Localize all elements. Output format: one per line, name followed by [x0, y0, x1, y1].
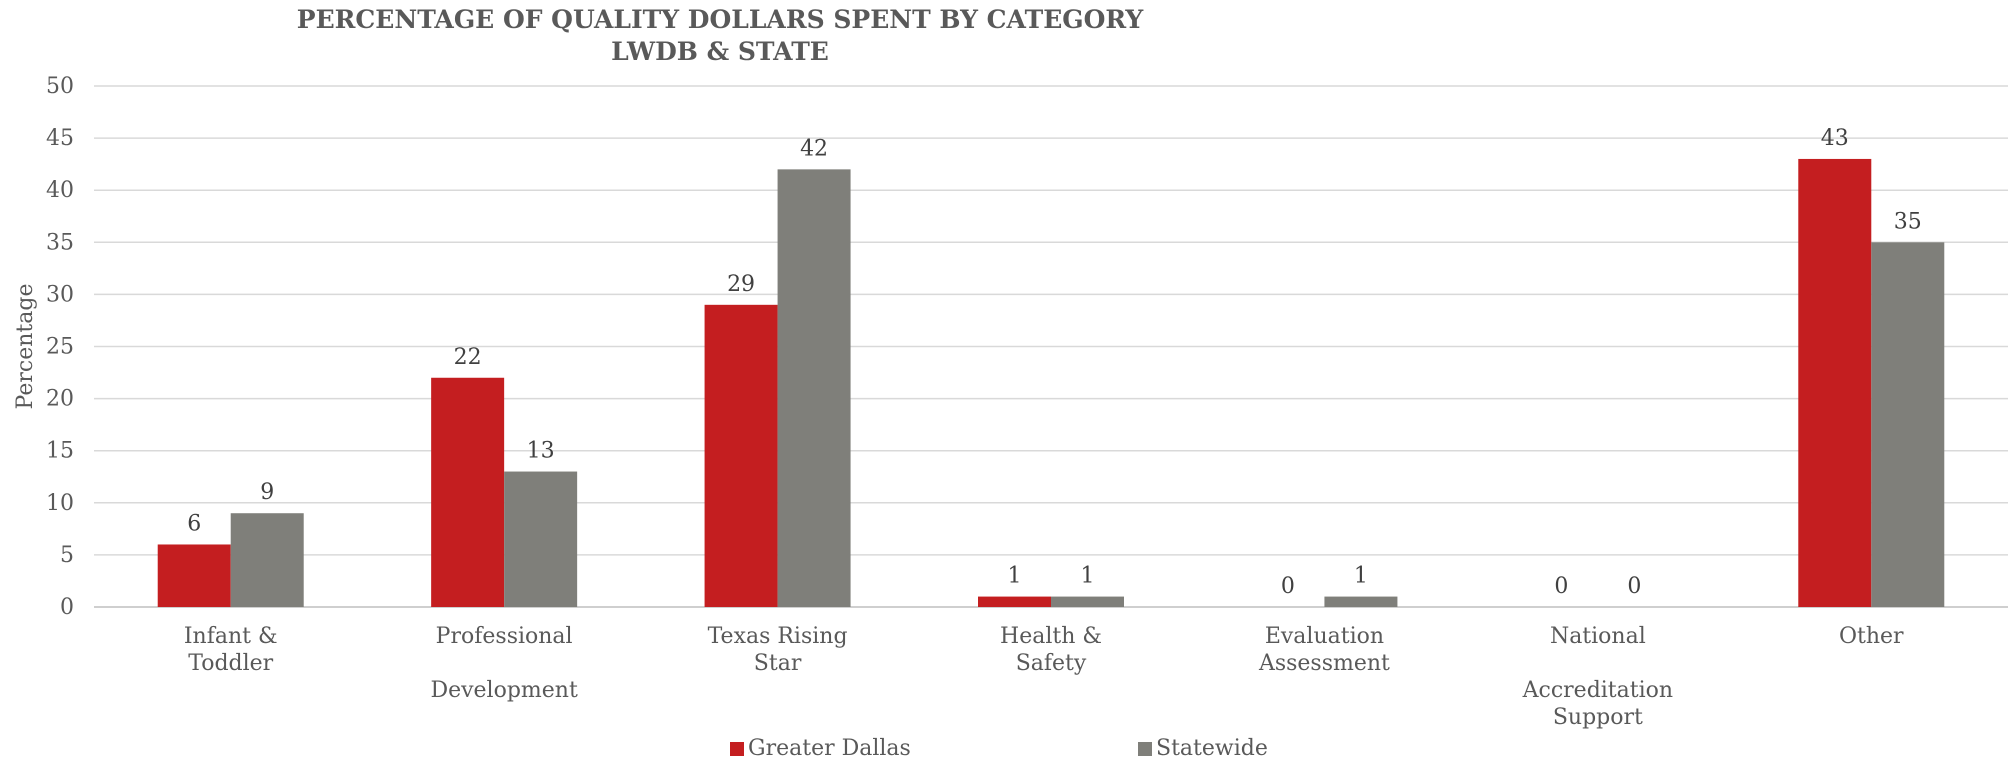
bar	[1871, 242, 1945, 608]
x-tick-label: Star	[754, 651, 802, 676]
x-tick-label: Toddler	[188, 651, 273, 676]
legend-swatch-statewide	[1138, 741, 1152, 756]
legend-label-statewide: Statewide	[1156, 736, 1268, 761]
x-tick-label: National	[1550, 624, 1646, 649]
legend-label-greater-dallas: Greater Dallas	[748, 736, 911, 761]
bar	[504, 471, 578, 607]
chart-title: PERCENTAGE OF QUALITY DOLLARS SPENT BY C…	[220, 4, 1220, 68]
data-label: 1	[1008, 564, 1022, 589]
data-label: 1	[1354, 564, 1368, 589]
data-label: 43	[1821, 126, 1849, 151]
y-tick-label: 5	[60, 543, 74, 568]
chart-legend: Greater Dallas Statewide	[0, 736, 2008, 766]
data-label: 22	[454, 345, 482, 370]
y-tick-label: 50	[46, 74, 74, 99]
y-tick-label: 30	[46, 282, 74, 307]
y-tick-label: 10	[46, 491, 74, 516]
x-tick-label: Texas Rising	[708, 624, 848, 649]
y-tick-label: 40	[46, 178, 74, 203]
y-axis-label: Percentage	[13, 284, 38, 410]
bar	[157, 544, 231, 607]
legend-item-greater-dallas: Greater Dallas	[730, 736, 911, 761]
bar	[978, 596, 1051, 607]
x-tick-label: Other	[1839, 624, 1904, 649]
legend-swatch-greater-dallas	[730, 741, 744, 756]
x-tick-label: Health &	[1000, 624, 1102, 649]
data-label: 13	[527, 439, 555, 464]
x-tick-label: Infant &	[184, 624, 278, 649]
chart-title-line-2: LWDB & STATE	[611, 37, 829, 66]
x-tick-label: Development	[430, 678, 578, 703]
bar	[777, 169, 851, 608]
y-tick-label: 15	[46, 439, 74, 464]
data-label: 6	[187, 511, 201, 536]
x-tick-label: Professional	[436, 624, 573, 649]
chart-title-line-1: PERCENTAGE OF QUALITY DOLLARS SPENT BY C…	[296, 5, 1144, 34]
data-label: 1	[1081, 564, 1095, 589]
y-tick-label: 35	[46, 230, 74, 255]
data-label: 0	[1554, 574, 1568, 599]
data-label: 9	[260, 480, 274, 505]
data-label: 42	[800, 136, 828, 161]
data-label: 35	[1894, 209, 1922, 234]
x-tick-label: Evaluation	[1265, 624, 1384, 649]
y-tick-label: 45	[46, 126, 74, 151]
data-label: 0	[1627, 574, 1641, 599]
bar	[230, 513, 304, 607]
bar	[431, 377, 505, 607]
x-tick-label: Safety	[1016, 651, 1087, 676]
x-tick-label: Support	[1553, 705, 1643, 730]
x-tick-label: Assessment	[1258, 651, 1390, 676]
bar	[1798, 158, 1872, 607]
bar	[704, 304, 778, 607]
data-label: 29	[727, 272, 755, 297]
bar	[1051, 596, 1124, 607]
x-tick-label: Accreditation	[1522, 678, 1673, 703]
y-tick-label: 20	[46, 387, 74, 412]
y-tick-label: 0	[60, 595, 74, 620]
y-tick-label: 25	[46, 335, 74, 360]
data-label: 0	[1281, 574, 1295, 599]
legend-item-statewide: Statewide	[1138, 736, 1268, 761]
bar	[1324, 596, 1398, 607]
